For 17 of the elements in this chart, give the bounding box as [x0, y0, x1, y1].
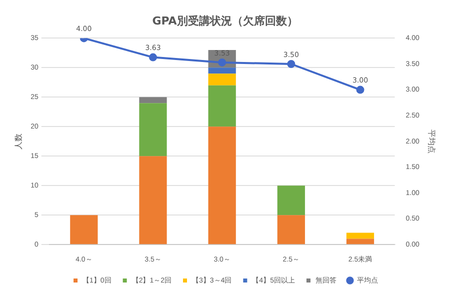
point — [356, 86, 364, 94]
bar — [139, 97, 167, 104]
y2-axis-title: 平均点 — [426, 129, 436, 154]
chart-title: GPA別受講状況（欠席回数） — [152, 14, 298, 28]
bar — [277, 215, 305, 244]
bar — [277, 186, 305, 216]
bar — [139, 156, 167, 244]
bar — [346, 238, 374, 244]
bar — [208, 126, 236, 244]
point — [287, 60, 296, 68]
y-axis-title: 人数 — [14, 133, 24, 150]
bar — [208, 74, 236, 86]
bar — [139, 103, 167, 156]
point — [149, 53, 158, 62]
bar — [346, 232, 374, 239]
bar — [70, 215, 98, 244]
bar — [208, 85, 236, 127]
